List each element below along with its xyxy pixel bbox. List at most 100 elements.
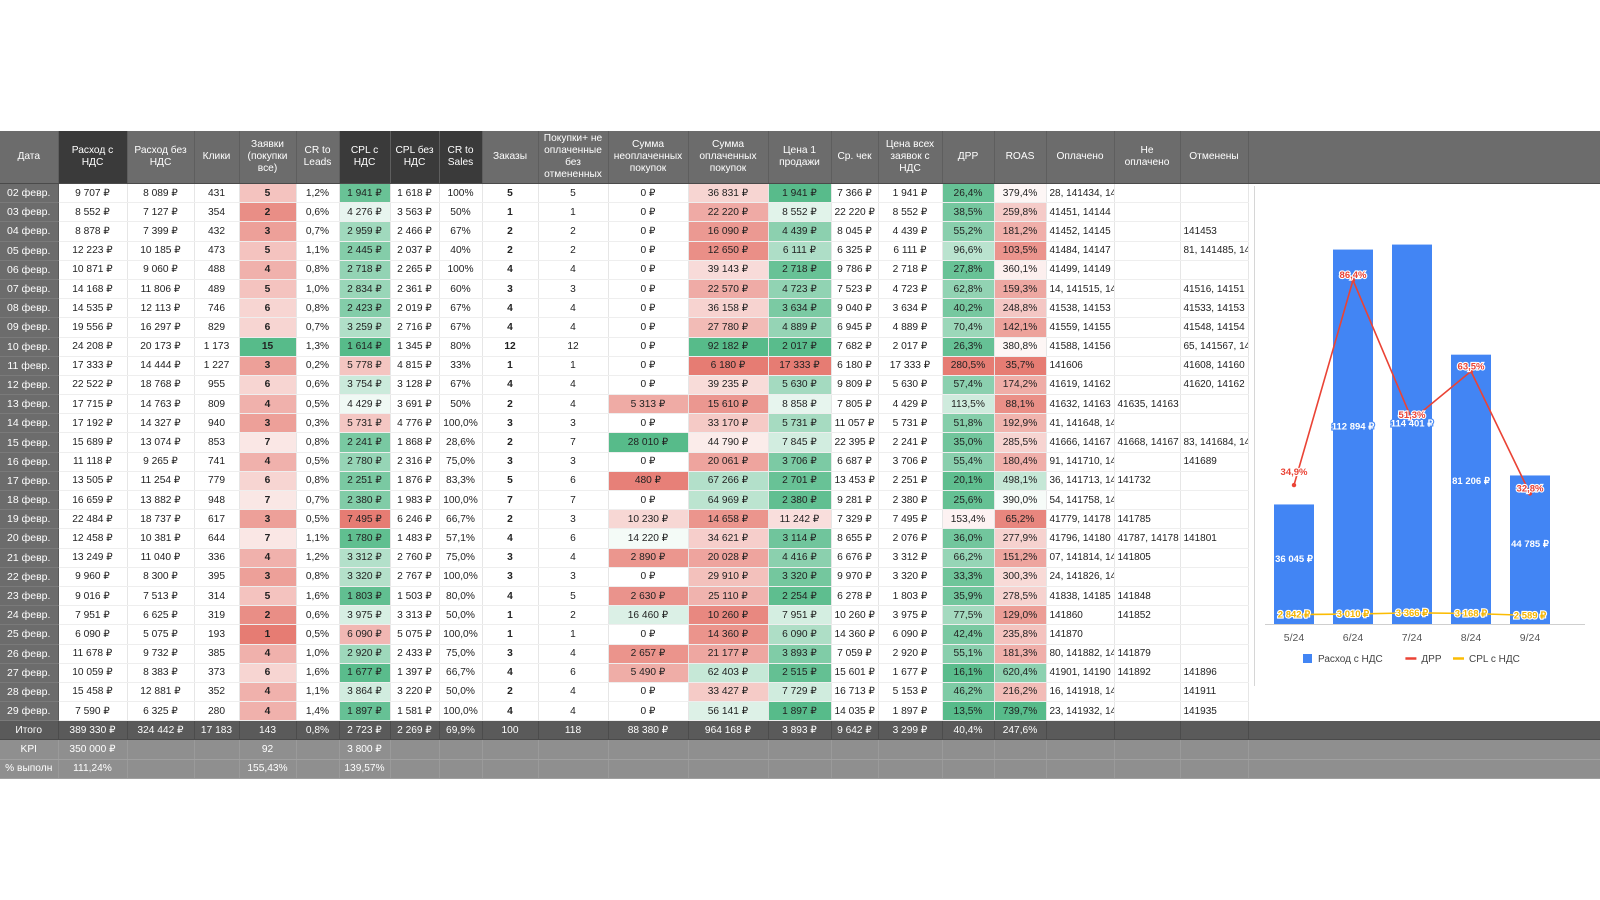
cell-cr-leads[interactable]: 1,2% (296, 183, 340, 204)
cell-orders[interactable]: 1 (482, 605, 539, 626)
cell-price-per-sale[interactable]: 2 718 ₽ (768, 260, 832, 280)
cell-cpl-vat[interactable]: 3 320 ₽ (339, 567, 391, 587)
cell-cr-leads[interactable]: 1,6% (296, 586, 340, 607)
cell-spend-vat[interactable]: 19 556 ₽ (58, 317, 128, 338)
cell-unpaid-count[interactable]: 6 (538, 528, 609, 549)
cell-date[interactable]: 20 февр. (0, 528, 59, 549)
cell-unpaid-count[interactable]: 7 (538, 490, 609, 511)
cell-drr[interactable]: 35,9% (942, 586, 995, 607)
cell-all-leads-price[interactable]: 1 941 ₽ (878, 183, 943, 204)
line-drr-point[interactable] (1350, 277, 1356, 283)
cell-drr[interactable]: 20,1% (942, 471, 995, 492)
cell-spend-vat[interactable]: 9 960 ₽ (58, 567, 128, 587)
cell-spend-novat[interactable]: 9 265 ₽ (127, 452, 195, 472)
cell-unpaid-ids[interactable]: 141848 (1114, 586, 1181, 607)
cell-spend-vat[interactable]: 10 059 ₽ (58, 663, 128, 683)
cell-drr[interactable]: 16,1% (942, 663, 995, 683)
cell-leads[interactable]: 6 (239, 317, 297, 338)
cell-cr-leads[interactable]: 1,1% (296, 682, 340, 703)
cell-paid-ids[interactable]: 41588, 14156 (1046, 337, 1115, 357)
cell-clicks[interactable]: 746 (194, 298, 240, 319)
cell-cpl-novat[interactable]: 1 483 ₽ (390, 528, 440, 549)
cell-unpaid-ids[interactable]: 141892 (1114, 663, 1181, 683)
cell-avg-check[interactable]: 14 360 ₽ (831, 624, 879, 645)
cell-cancelled-ids[interactable]: 41608, 14160 (1180, 356, 1249, 376)
line-cpl-point[interactable] (1527, 613, 1533, 618)
cell-cr-leads[interactable]: 1,2% (296, 548, 340, 568)
cell-paid-sum[interactable]: 64 969 ₽ (688, 490, 769, 511)
total-row-cr-sales[interactable]: 69,9% (439, 720, 483, 741)
cell-unpaid-ids[interactable] (1114, 375, 1181, 396)
cell-paid-ids[interactable]: 14, 141515, 14 (1046, 279, 1115, 300)
cell-date[interactable]: 04 февр. (0, 221, 59, 242)
cell-unpaid-sum[interactable]: 0 ₽ (608, 624, 689, 645)
cell-spend-novat[interactable]: 9 732 ₽ (127, 644, 195, 664)
cell-cpl-novat[interactable]: 3 563 ₽ (390, 202, 440, 223)
cell-unpaid-count[interactable]: 12 (538, 337, 609, 357)
cell-cr-sales[interactable]: 75,0% (439, 644, 483, 664)
line-drr-point[interactable] (1409, 417, 1415, 423)
cell-unpaid-count[interactable]: 2 (538, 221, 609, 242)
cell-date[interactable]: 17 февр. (0, 471, 59, 492)
cell-leads[interactable]: 3 (239, 567, 297, 587)
cell-roas[interactable]: 181,2% (994, 221, 1047, 242)
cell-avg-check[interactable]: 15 601 ₽ (831, 663, 879, 683)
total-row-chart-area[interactable] (1248, 720, 1600, 741)
cell-unpaid-ids[interactable] (1114, 317, 1181, 338)
cell-cr-sales[interactable]: 50,0% (439, 682, 483, 703)
cell-cancelled-ids[interactable]: 141801 (1180, 528, 1249, 549)
cell-leads[interactable]: 4 (239, 701, 297, 722)
cell-drr[interactable]: 62,8% (942, 279, 995, 300)
cell-orders[interactable]: 2 (482, 509, 539, 530)
cell-spend-novat[interactable]: 12 113 ₽ (127, 298, 195, 319)
cell-leads[interactable]: 5 (239, 183, 297, 204)
cell-unpaid-ids[interactable] (1114, 298, 1181, 319)
cell-paid-sum[interactable]: 36 158 ₽ (688, 298, 769, 319)
cell-cr-sales[interactable]: 80% (439, 337, 483, 357)
cell-paid-sum[interactable]: 21 177 ₽ (688, 644, 769, 664)
cell-roas[interactable]: 35,7% (994, 356, 1047, 376)
cell-unpaid-sum[interactable]: 0 ₽ (608, 202, 689, 223)
cell-clicks[interactable]: 319 (194, 605, 240, 626)
total-row-all-leads-price[interactable]: 3 299 ₽ (878, 720, 943, 741)
cell-spend-vat[interactable]: 11 118 ₽ (58, 452, 128, 472)
cell-spend-novat[interactable]: 14 444 ₽ (127, 356, 195, 376)
cell-cpl-novat[interactable]: 1 876 ₽ (390, 471, 440, 492)
completion-row-roas[interactable] (994, 759, 1047, 779)
cell-orders[interactable]: 1 (482, 202, 539, 223)
cell-all-leads-price[interactable]: 5 153 ₽ (878, 682, 943, 703)
kpi-row-cr-leads[interactable] (296, 739, 340, 760)
cell-leads[interactable]: 15 (239, 337, 297, 357)
total-row-cpl-vat[interactable]: 2 723 ₽ (339, 720, 391, 741)
cell-spend-novat[interactable]: 7 513 ₽ (127, 586, 195, 607)
cell-orders[interactable]: 4 (482, 260, 539, 280)
kpi-row-clicks[interactable] (194, 739, 240, 760)
kpi-row-avg-check[interactable] (831, 739, 879, 760)
cell-orders[interactable]: 5 (482, 183, 539, 204)
cell-date[interactable]: 28 февр. (0, 682, 59, 703)
cell-cpl-vat[interactable]: 1 614 ₽ (339, 337, 391, 357)
cell-price-per-sale[interactable]: 8 552 ₽ (768, 202, 832, 223)
cell-unpaid-count[interactable]: 6 (538, 663, 609, 683)
cell-paid-sum[interactable]: 27 780 ₽ (688, 317, 769, 338)
cell-unpaid-ids[interactable]: 141732 (1114, 471, 1181, 492)
cell-paid-sum[interactable]: 22 570 ₽ (688, 279, 769, 300)
cell-cancelled-ids[interactable]: 81, 141485, 14 (1180, 241, 1249, 261)
completion-row-price-per-sale[interactable] (768, 759, 832, 779)
cell-paid-ids[interactable]: 41451, 14144 (1046, 202, 1115, 223)
cell-all-leads-price[interactable]: 5 731 ₽ (878, 413, 943, 434)
cell-orders[interactable]: 1 (482, 624, 539, 645)
cell-unpaid-count[interactable]: 4 (538, 394, 609, 415)
cell-date[interactable]: 27 февр. (0, 663, 59, 683)
total-row-price-per-sale[interactable]: 3 893 ₽ (768, 720, 832, 741)
cell-price-per-sale[interactable]: 4 439 ₽ (768, 221, 832, 242)
cell-price-per-sale[interactable]: 2 380 ₽ (768, 490, 832, 511)
cell-price-per-sale[interactable]: 2 515 ₽ (768, 663, 832, 683)
cell-spend-novat[interactable]: 8 089 ₽ (127, 183, 195, 204)
cell-paid-ids[interactable]: 23, 141932, 14 (1046, 701, 1115, 722)
cell-avg-check[interactable]: 7 805 ₽ (831, 394, 879, 415)
cell-cr-leads[interactable]: 1,6% (296, 663, 340, 683)
cell-paid-ids[interactable]: 41619, 14162 (1046, 375, 1115, 396)
cell-orders[interactable]: 2 (482, 241, 539, 261)
cell-date[interactable]: 15 февр. (0, 432, 59, 453)
